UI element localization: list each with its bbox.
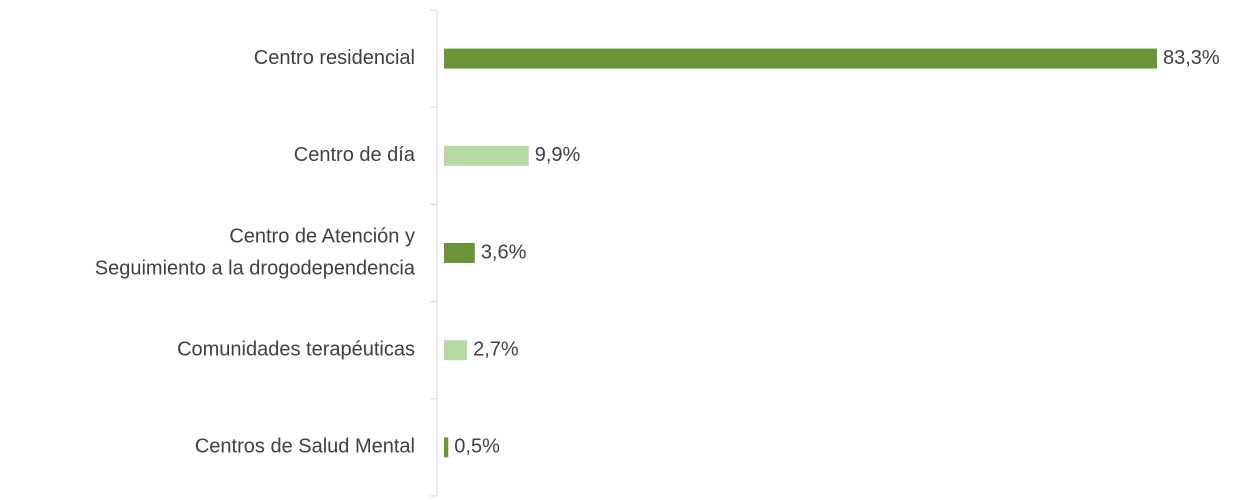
data-label: 83,3%	[1163, 47, 1220, 69]
category-label: Centros de Salud Mental	[195, 436, 415, 458]
category-label: Centro de día	[294, 144, 416, 166]
bar	[444, 48, 1157, 69]
bar	[444, 243, 475, 263]
category-label: Comunidades terapéuticas	[177, 338, 415, 360]
category-label: Centro residencial	[254, 47, 415, 69]
data-label: 2,7%	[473, 338, 519, 360]
data-label: 0,5%	[454, 436, 500, 458]
category-label: Seguimiento a la drogodependencia	[95, 257, 416, 279]
data-label: 3,6%	[481, 241, 527, 263]
bar	[444, 340, 468, 361]
bar	[444, 145, 529, 166]
data-label: 9,9%	[535, 144, 581, 166]
bar	[444, 437, 449, 458]
category-label: Centro de Atención y	[229, 225, 415, 247]
